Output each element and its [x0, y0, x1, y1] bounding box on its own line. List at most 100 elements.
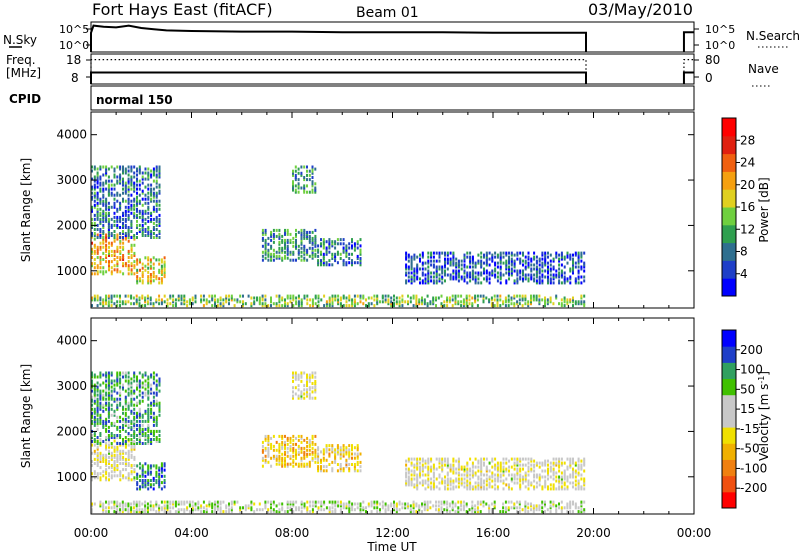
data-cell — [130, 510, 133, 514]
data-cell — [513, 253, 516, 257]
data-cell — [116, 391, 119, 395]
data-cell — [303, 502, 306, 506]
data-cell — [519, 251, 522, 255]
data-cell — [469, 251, 472, 255]
data-cell — [119, 371, 122, 375]
data-cell — [230, 294, 233, 298]
data-cell — [113, 510, 116, 514]
data-cell — [130, 447, 133, 451]
data-cell — [130, 445, 133, 449]
data-cell — [155, 173, 158, 177]
data-cell — [295, 244, 297, 248]
data-cell — [124, 185, 127, 189]
data-cell — [546, 508, 549, 512]
data-cell — [133, 445, 136, 449]
data-cell — [177, 500, 180, 504]
data-cell — [216, 500, 219, 504]
data-cell — [110, 165, 113, 169]
data-cell — [314, 384, 317, 388]
data-cell — [308, 169, 311, 173]
data-cell — [147, 391, 150, 395]
data-cell — [502, 469, 505, 473]
data-cell — [496, 294, 499, 298]
data-cell — [147, 266, 150, 270]
data-cell — [102, 409, 105, 413]
data-cell — [446, 510, 449, 514]
data-cell — [160, 260, 163, 264]
data-cell — [292, 502, 295, 506]
data-cell — [99, 419, 102, 423]
data-cell — [474, 277, 477, 281]
data-cell — [107, 236, 110, 239]
data-cell — [281, 296, 284, 300]
data-cell — [311, 375, 314, 379]
data-cell — [432, 275, 435, 279]
data-cell — [566, 477, 569, 481]
data-cell — [96, 249, 99, 253]
data-cell — [419, 259, 421, 263]
data-cell — [513, 302, 516, 306]
data-cell — [105, 468, 108, 472]
data-cell — [499, 469, 502, 473]
data-cell — [147, 277, 150, 281]
data-cell — [191, 500, 194, 504]
data-cell — [356, 246, 359, 250]
data-cell — [211, 504, 214, 508]
data-cell — [122, 177, 124, 181]
data-cell — [345, 465, 348, 469]
data-cell — [535, 255, 538, 259]
data-cell — [314, 460, 317, 464]
data-cell — [247, 506, 250, 510]
data-cell — [480, 461, 483, 465]
data-cell — [295, 234, 297, 238]
data-cell — [407, 469, 410, 473]
data-cell — [430, 485, 433, 489]
data-cell — [116, 502, 119, 506]
data-cell — [580, 253, 583, 257]
data-cell — [127, 478, 130, 482]
data-cell — [317, 465, 320, 469]
data-cell — [102, 219, 105, 223]
data-cell — [471, 269, 474, 273]
data-cell — [275, 456, 278, 460]
data-cell — [446, 459, 449, 463]
data-cell — [516, 457, 519, 461]
data-cell — [122, 237, 125, 241]
data-cell — [405, 473, 408, 477]
data-cell — [441, 277, 444, 281]
data-cell — [328, 238, 331, 242]
data-cell — [449, 463, 452, 467]
data-cell — [107, 510, 110, 514]
data-cell — [311, 500, 314, 504]
data-cell — [110, 371, 113, 375]
data-cell — [150, 383, 153, 387]
data-cell — [427, 461, 430, 465]
data-cell — [474, 481, 477, 485]
data-cell — [133, 442, 136, 445]
data-cell — [289, 500, 292, 504]
data-cell — [295, 242, 297, 246]
data-cell — [105, 211, 108, 215]
data-cell — [566, 255, 569, 259]
data-cell — [538, 465, 541, 469]
data-cell — [297, 182, 300, 186]
data-cell — [127, 179, 130, 183]
data-cell — [107, 300, 110, 304]
data-cell — [549, 467, 552, 471]
data-cell — [147, 487, 150, 491]
data-cell — [572, 304, 574, 308]
data-cell — [519, 269, 522, 273]
data-cell — [331, 296, 334, 300]
data-cell — [116, 304, 119, 308]
data-cell — [308, 462, 311, 466]
data-cell — [541, 475, 544, 479]
data-cell — [401, 502, 404, 506]
ytick-label: 2000 — [56, 218, 87, 232]
data-cell — [147, 423, 150, 427]
data-cell — [133, 199, 136, 203]
data-cell — [93, 249, 96, 253]
data-cell — [127, 173, 130, 177]
data-cell — [272, 236, 275, 240]
data-cell — [155, 373, 158, 377]
data-cell — [524, 273, 527, 277]
